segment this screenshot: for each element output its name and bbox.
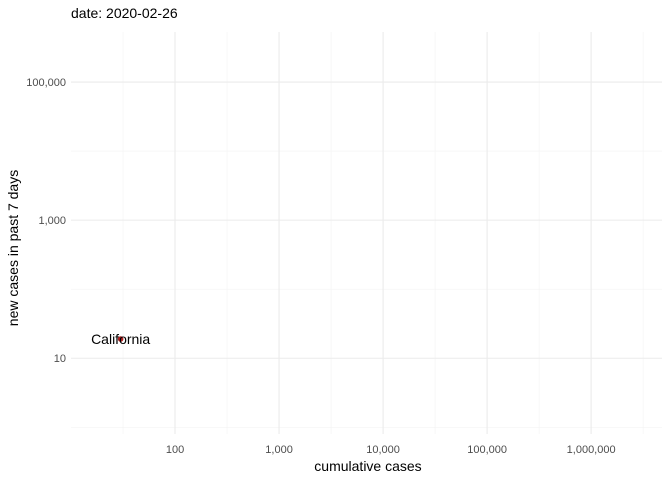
x-tick-label: 100,000 [467,444,507,456]
x-axis-tick-labels: 100 1,000 10,000 100,000 1,000,000 [166,444,616,456]
y-axis-title: new cases in past 7 days [5,170,21,326]
major-gridlines [71,32,662,434]
x-axis-title: cumulative cases [314,458,421,474]
minor-gridlines [71,32,662,434]
data-point-labels: California [91,331,150,347]
data-point [117,336,124,342]
y-tick-label: 1,000 [38,215,66,227]
x-tick-label: 1,000 [265,444,293,456]
data-points [117,336,124,342]
x-tick-label: 100 [166,444,184,456]
x-tick-label: 1,000,000 [567,444,616,456]
x-tick-label: 10,000 [366,444,400,456]
chart-title: date: 2020-02-26 [71,5,178,21]
data-point-label: California [91,331,150,347]
y-tick-label: 100,000 [26,77,66,89]
y-axis-tick-labels: 10 1,000 100,000 [26,77,66,365]
y-tick-label: 10 [54,353,66,365]
